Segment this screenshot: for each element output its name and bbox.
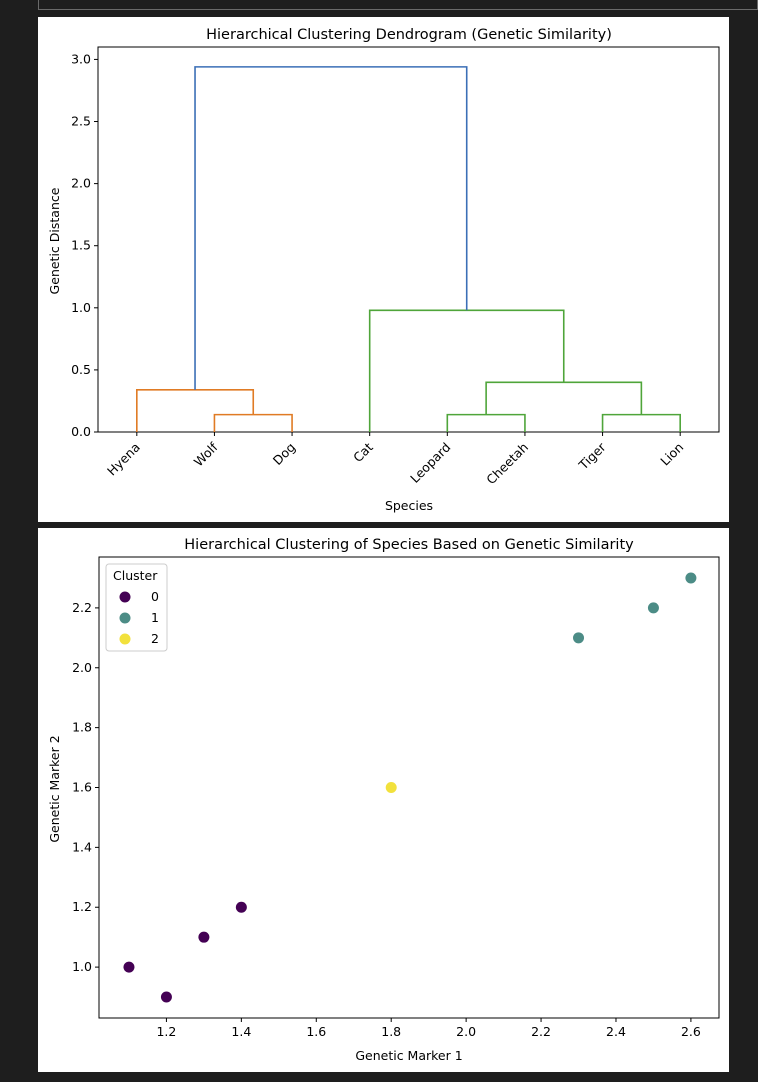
x-tick-label: Lion xyxy=(657,440,686,469)
legend-marker xyxy=(119,591,131,603)
x-tick-label: 1.6 xyxy=(306,1024,326,1039)
scatter-point xyxy=(198,931,210,943)
y-tick-label: 2.0 xyxy=(72,660,92,675)
y-tick-label: 0.0 xyxy=(71,424,91,439)
dendrogram-link xyxy=(485,381,643,415)
scatter-point xyxy=(573,632,585,644)
scatter-plot-area: 1.2 1.4 1.6 1.8 2.0 2.2 2.4 2.6 1.0 1.2 1.4 1.6 1.8 2… xyxy=(72,556,720,1039)
y-tick-label: 2.0 xyxy=(71,176,91,191)
y-tick-label: 1.4 xyxy=(72,839,92,854)
y-axis-label: Genetic Marker 2 xyxy=(47,735,62,842)
legend-entry-label: 0 xyxy=(151,589,159,604)
y-tick-label: 1.8 xyxy=(72,720,92,735)
dendrogram-plot-area: 0.0 0.5 1.0 1.5 2.0 2.5 3.0 Hyena Wolf Dog Cat Leop… xyxy=(71,46,720,488)
legend-entry-label: 2 xyxy=(151,631,159,646)
scatter-figure: Hierarchical Clustering of Species Based… xyxy=(38,528,729,1072)
dendrogram-link xyxy=(601,413,681,432)
x-axis-label: Genetic Marker 1 xyxy=(355,1048,462,1063)
x-tick-label: 1.4 xyxy=(231,1024,251,1039)
scatter-point xyxy=(235,901,247,913)
y-axis-label: Genetic Distance xyxy=(47,187,62,294)
legend: Cluster 0 1 2 xyxy=(105,563,168,652)
chart-title: Hierarchical Clustering of Species Based… xyxy=(184,537,634,553)
x-tick-label: 2.0 xyxy=(456,1024,476,1039)
x-tick-label: Wolf xyxy=(191,439,221,469)
x-tick-label: Cat xyxy=(350,439,376,465)
scatter-point xyxy=(123,961,135,973)
y-tick-label: 0.5 xyxy=(71,362,91,377)
scatter-point xyxy=(685,572,697,584)
scatter-point xyxy=(647,602,659,614)
x-tick-label: 2.4 xyxy=(606,1024,626,1039)
y-tick-label: 3.0 xyxy=(71,51,91,66)
dendrogram-chart: Hierarchical Clustering Dendrogram (Gene… xyxy=(47,27,720,513)
y-tick-label: 2.2 xyxy=(72,600,92,615)
legend-marker xyxy=(119,612,131,624)
x-tick-label: 1.2 xyxy=(156,1024,176,1039)
y-tick-label: 2.5 xyxy=(71,114,91,129)
x-tick-label: Tiger xyxy=(575,439,609,473)
plot-frame xyxy=(98,556,720,1019)
x-tick-label: Cheetah xyxy=(483,440,531,488)
dendrogram-link xyxy=(194,66,468,390)
scatter-chart: Hierarchical Clustering of Species Based… xyxy=(47,537,720,1063)
x-tick-label: 2.2 xyxy=(531,1024,551,1039)
x-tick-label: Dog xyxy=(270,440,298,468)
scatter-point xyxy=(385,782,397,793)
x-axis-label: Species xyxy=(385,498,433,513)
y-tick-label: 1.5 xyxy=(71,238,91,253)
scatter-point xyxy=(160,991,172,1003)
x-tick-label: 1.8 xyxy=(381,1024,401,1039)
x-tick-label: 2.6 xyxy=(681,1024,701,1039)
legend-title: Cluster xyxy=(113,568,158,583)
dendrogram-link xyxy=(136,388,255,432)
x-tick-label: Hyena xyxy=(104,440,143,479)
legend-entry-label: 1 xyxy=(151,610,159,625)
dendrogram-link xyxy=(368,309,565,432)
y-tick-label: 1.0 xyxy=(72,959,92,974)
notebook-cell-edge xyxy=(38,0,758,10)
x-tick-label: Leopard xyxy=(407,440,453,486)
y-tick-label: 1.6 xyxy=(72,780,92,795)
dendrogram-link xyxy=(446,413,526,432)
legend-box xyxy=(105,563,168,652)
dendrogram-link xyxy=(213,413,293,432)
plot-frame xyxy=(97,46,720,433)
legend-marker xyxy=(119,633,131,645)
dendrogram-figure: Hierarchical Clustering Dendrogram (Gene… xyxy=(38,17,729,522)
chart-title: Hierarchical Clustering Dendrogram (Gene… xyxy=(206,27,612,43)
y-tick-label: 1.2 xyxy=(72,899,92,914)
y-tick-label: 1.0 xyxy=(71,300,91,315)
